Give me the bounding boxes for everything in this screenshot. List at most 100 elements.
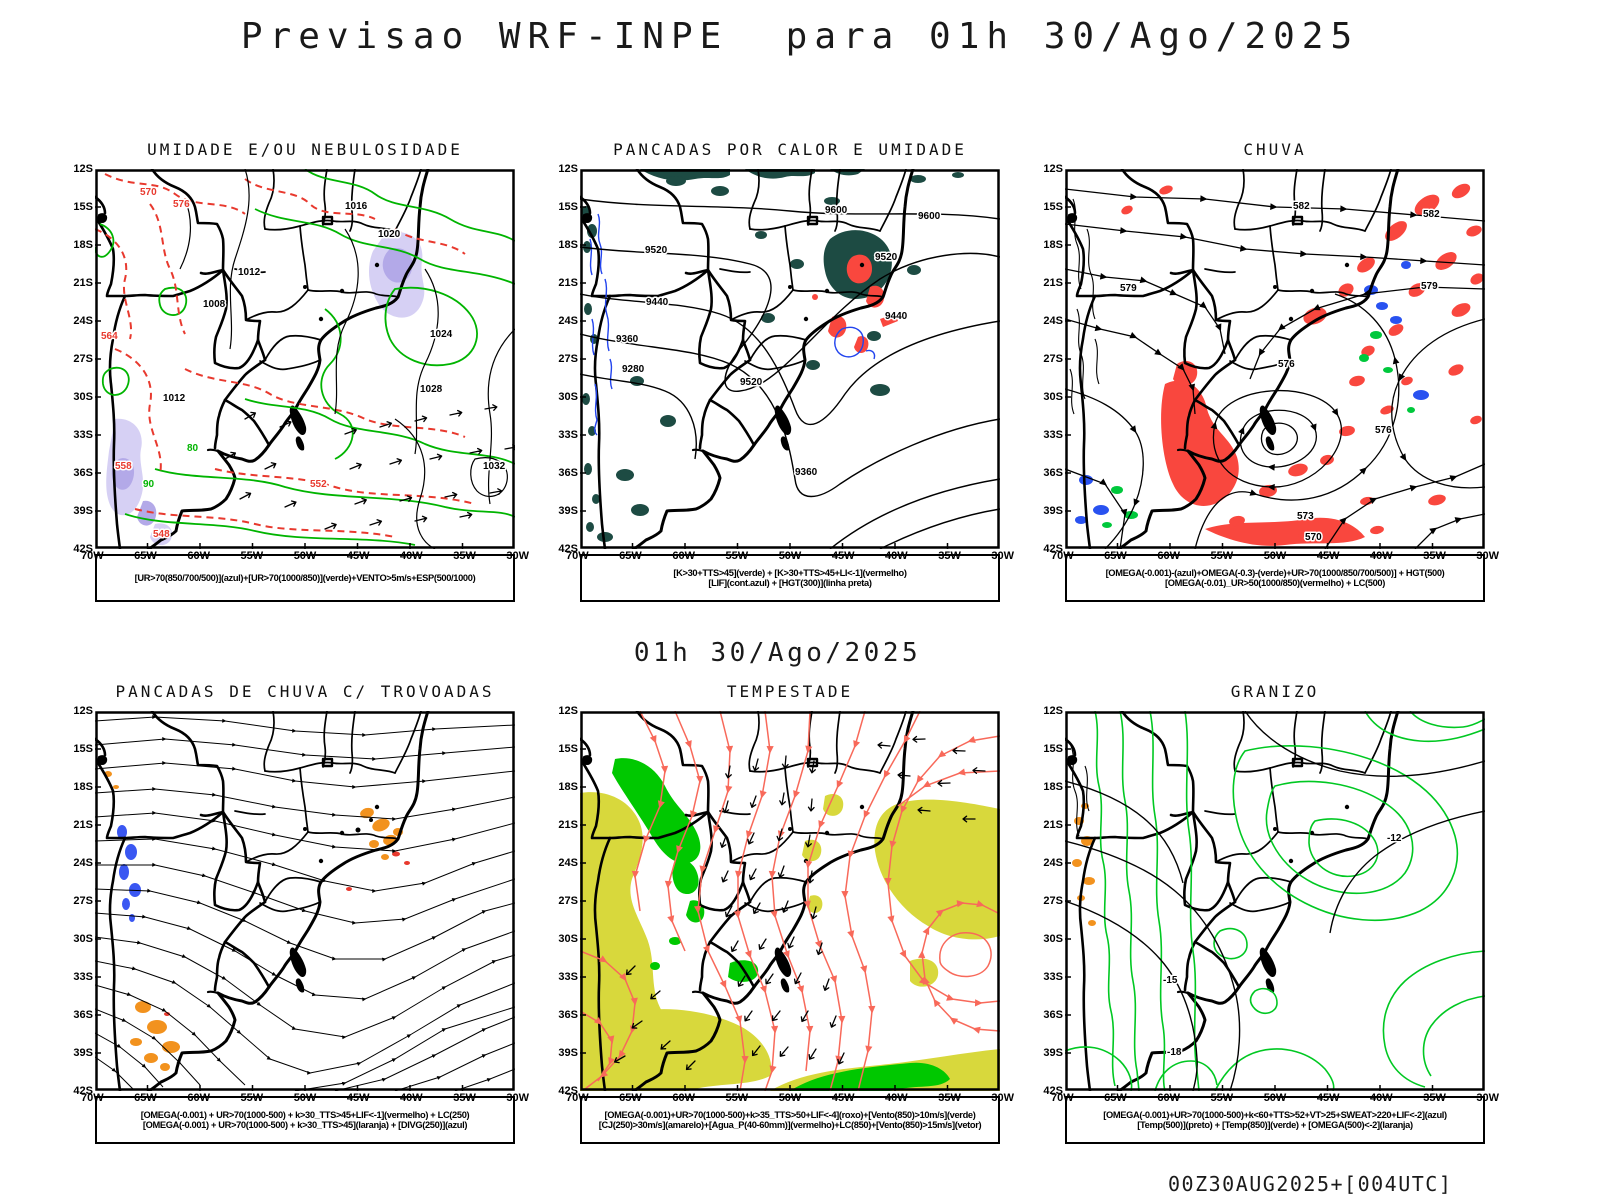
tick-label: 27S: [73, 895, 93, 907]
tick-label: 40W: [885, 1092, 908, 1104]
panel-title-tempestade: TEMPESTADE: [726, 682, 854, 701]
tick-label: 27S: [558, 895, 578, 907]
panel-title-pancadas-calor: PANCADAS POR CALOR E UMIDADE: [613, 140, 967, 159]
tick-label: 70W: [81, 550, 104, 562]
tick-label: 60W: [1157, 550, 1180, 562]
andes-scribbles: [1070, 745, 1090, 837]
svg-text:552: 552: [310, 479, 327, 490]
tick-label: 36S: [558, 1009, 578, 1021]
lat-axis: 12S 15S 18S 21S 24S 27S 30S 33S 36S 39S 42S: [554, 705, 578, 1097]
tick-label: 27S: [73, 353, 93, 365]
tick-label: 65W: [134, 550, 157, 562]
tick-label: 21S: [558, 819, 578, 831]
tick-label: 70W: [566, 1092, 589, 1104]
tick-label: 24S: [558, 315, 578, 327]
caption-line: [OMEGA(-0.001)+UR>70(1000-500)+k>35_TTS>…: [604, 1110, 976, 1120]
svg-text:1016: 1016: [345, 201, 368, 212]
svg-text:1012: 1012: [163, 393, 186, 404]
caption-line: [OMEGA(-0.001) + UR>70(1000-500) + k>30_…: [142, 1120, 468, 1130]
tick-label: 33S: [558, 429, 578, 441]
tick-label: 39S: [1043, 1047, 1063, 1059]
svg-text:548: 548: [153, 529, 170, 540]
tick-label: 15S: [558, 743, 578, 755]
tick-label: 50W: [1263, 550, 1287, 562]
tick-label: 45W: [346, 1092, 370, 1104]
shower-areas-orange: [104, 771, 403, 1071]
svg-text:9600: 9600: [918, 211, 941, 222]
svg-text:9520: 9520: [645, 245, 668, 256]
svg-text:-15: -15: [1163, 975, 1178, 986]
tick-label: 27S: [558, 353, 578, 365]
tick-label: 70W: [1051, 550, 1074, 562]
tick-label: 12S: [558, 163, 578, 175]
tick-label: 40W: [400, 1092, 423, 1104]
lon-axis: 70W 65W 60W 55W 50W 45W 40W 35W 30W: [1051, 1092, 1499, 1106]
tick-label: 50W: [1263, 1092, 1287, 1104]
shower-areas-red: [164, 851, 410, 1016]
tick-label: 15S: [1043, 201, 1063, 213]
tick-label: 45W: [346, 550, 370, 562]
tick-label: 15S: [73, 201, 93, 213]
tick-label: 55W: [725, 1092, 749, 1104]
lif-blue-contours: [589, 213, 876, 436]
tick-label: 18S: [558, 239, 578, 251]
svg-text:579: 579: [1421, 281, 1438, 292]
panel-title-granizo: GRANIZO: [1230, 682, 1320, 701]
svg-text:9600: 9600: [825, 205, 848, 216]
tick-label: 21S: [73, 277, 93, 289]
caption-box-granizo: [OMEGA(-0.001)+UR>70(1000-500)+k<60+TTS>…: [1065, 1096, 1485, 1144]
svg-text:90: 90: [143, 479, 155, 490]
tick-label: 21S: [1043, 819, 1063, 831]
tick-label: 27S: [1043, 353, 1063, 365]
tick-label: 30S: [558, 391, 578, 403]
tick-label: 60W: [672, 1092, 695, 1104]
tick-label: 35W: [1423, 1092, 1446, 1104]
tick-label: 39S: [558, 1047, 578, 1059]
svg-text:-18: -18: [1167, 1047, 1182, 1058]
tick-label: 12S: [1043, 705, 1063, 717]
tick-label: 35W: [453, 550, 476, 562]
map-frame: [1065, 711, 1485, 1091]
svg-text:570: 570: [1305, 532, 1322, 543]
tick-label: 40W: [885, 550, 908, 562]
tick-label: 35W: [938, 1092, 961, 1104]
tick-label: 60W: [187, 550, 210, 562]
map-tempestade: [580, 711, 1000, 1091]
temp500-contours-black: [1065, 711, 1485, 1091]
caption-line: [OMEGA(-0.001)-(azul)+OMEGA(-0.3)-(verde…: [1105, 568, 1445, 578]
tick-label: 39S: [73, 1047, 93, 1059]
lon-axis: 70W 65W 60W 55W 50W 45W 40W 35W 30W: [81, 1092, 529, 1106]
svg-text:573: 573: [1297, 511, 1314, 522]
tick-label: 30S: [1043, 391, 1063, 403]
tick-label: 12S: [73, 705, 93, 717]
map-trovoadas: [95, 711, 515, 1091]
tick-label: 39S: [73, 505, 93, 517]
lat-axis: 12S 15S 18S 21S 24S 27S 30S 33S 36S 39S 42S: [69, 705, 93, 1097]
panel-title-trovoadas: PANCADAS DE CHUVA C/ TROVOADAS: [115, 682, 495, 701]
lat-axis: 12S 15S 18S 21S 24S 27S 30S 33S 36S 39S 42S: [69, 163, 93, 555]
tick-label: 12S: [558, 705, 578, 717]
tick-label: 15S: [558, 201, 578, 213]
tick-label: 24S: [558, 857, 578, 869]
tick-label: 33S: [1043, 429, 1063, 441]
tick-label: 30W: [1476, 1092, 1499, 1104]
tick-label: 65W: [619, 1092, 642, 1104]
lon-axis: 70W 65W 60W 55W 50W 45W 40W 35W 30W: [1051, 550, 1499, 564]
tick-label: 15S: [1043, 743, 1063, 755]
lat-axis: 12S 15S 18S 21S 24S 27S 30S 33S 36S 39S 42S: [1039, 705, 1063, 1097]
panel-pancadas-calor: PANCADAS POR CALOR E UMIDADE 12S 15S 18S 21…: [554, 140, 1028, 602]
tick-label: 30S: [73, 933, 93, 945]
convection-areas-green: [581, 169, 964, 542]
center-timestamp: 01h 30/Ago/2025: [633, 638, 922, 668]
tick-label: 18S: [1043, 781, 1063, 793]
panel-chuva: CHUVA 12S 15S 18S 21S 24S 27S 30S 33S 36S 39S 42S: [1039, 140, 1513, 602]
tick-label: 50W: [778, 1092, 802, 1104]
tick-label: 45W: [1316, 550, 1340, 562]
tick-label: 65W: [619, 550, 642, 562]
svg-text:558: 558: [115, 461, 132, 472]
svg-text:9280: 9280: [622, 364, 645, 375]
tick-label: 70W: [1051, 1092, 1074, 1104]
svg-text:582: 582: [1293, 201, 1310, 212]
tick-label: 42S: [558, 1085, 578, 1097]
tick-label: 36S: [1043, 467, 1063, 479]
